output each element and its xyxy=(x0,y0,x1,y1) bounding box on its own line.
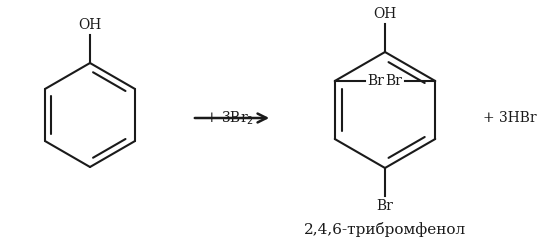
Text: 2,4,6-трибромфенол: 2,4,6-трибромфенол xyxy=(304,222,466,237)
Text: + 3HBr: + 3HBr xyxy=(483,111,537,125)
Text: + 3Br$_2$: + 3Br$_2$ xyxy=(206,109,255,127)
Text: Br: Br xyxy=(385,74,402,88)
Text: OH: OH xyxy=(79,18,101,32)
Text: Br: Br xyxy=(377,199,393,213)
Text: Br: Br xyxy=(368,74,385,88)
Text: OH: OH xyxy=(373,7,397,21)
